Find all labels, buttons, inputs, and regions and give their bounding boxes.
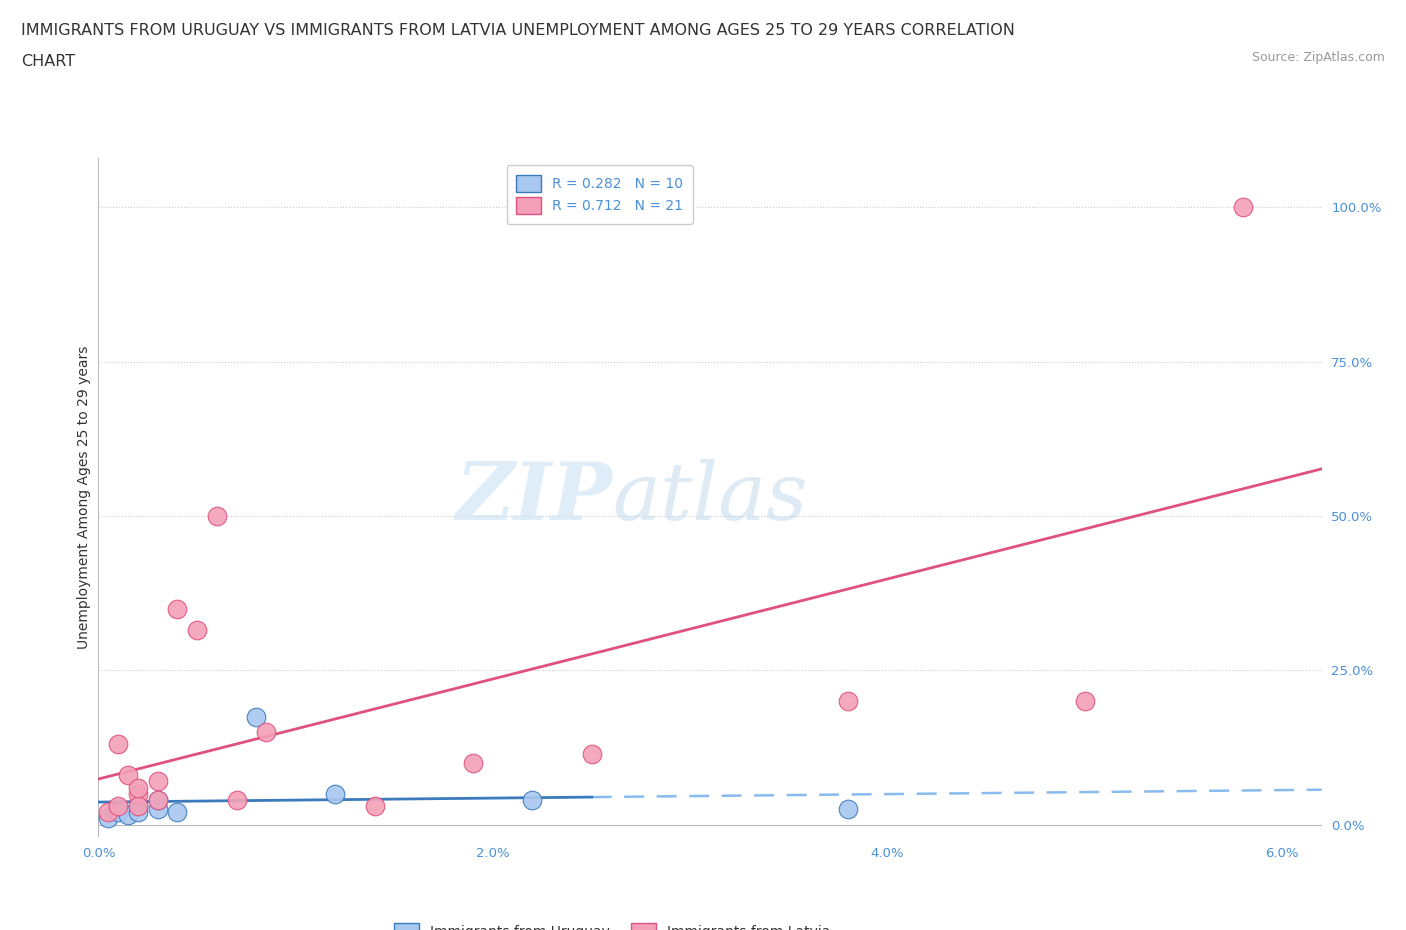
Point xyxy=(146,802,169,817)
Point xyxy=(463,755,485,770)
Point xyxy=(146,792,169,807)
Point xyxy=(581,746,603,761)
Point xyxy=(127,799,149,814)
Text: ZIP: ZIP xyxy=(456,458,612,537)
Point xyxy=(97,804,120,819)
Point xyxy=(127,799,149,814)
Point xyxy=(107,737,129,751)
Point xyxy=(107,804,129,819)
Point xyxy=(127,804,149,819)
Point xyxy=(1232,200,1254,215)
Point xyxy=(837,694,859,709)
Point xyxy=(254,724,277,739)
Y-axis label: Unemployment Among Ages 25 to 29 years: Unemployment Among Ages 25 to 29 years xyxy=(77,346,91,649)
Point xyxy=(127,780,149,795)
Point xyxy=(837,802,859,817)
Point xyxy=(117,808,139,823)
Point xyxy=(522,792,544,807)
Legend: Immigrants from Uruguay, Immigrants from Latvia: Immigrants from Uruguay, Immigrants from… xyxy=(382,911,841,930)
Point xyxy=(205,509,228,524)
Point xyxy=(225,792,247,807)
Point xyxy=(166,601,188,616)
Point xyxy=(146,792,169,807)
Point xyxy=(363,799,385,814)
Point xyxy=(117,768,139,783)
Point xyxy=(107,799,129,814)
Point xyxy=(323,787,346,802)
Point xyxy=(97,811,120,826)
Point xyxy=(245,710,267,724)
Text: IMMIGRANTS FROM URUGUAY VS IMMIGRANTS FROM LATVIA UNEMPLOYMENT AMONG AGES 25 TO : IMMIGRANTS FROM URUGUAY VS IMMIGRANTS FR… xyxy=(21,23,1015,38)
Point xyxy=(1074,694,1097,709)
Text: CHART: CHART xyxy=(21,54,75,69)
Text: atlas: atlas xyxy=(612,458,807,537)
Point xyxy=(186,623,208,638)
Point xyxy=(127,787,149,802)
Point xyxy=(166,804,188,819)
Text: Source: ZipAtlas.com: Source: ZipAtlas.com xyxy=(1251,51,1385,64)
Point xyxy=(146,774,169,789)
